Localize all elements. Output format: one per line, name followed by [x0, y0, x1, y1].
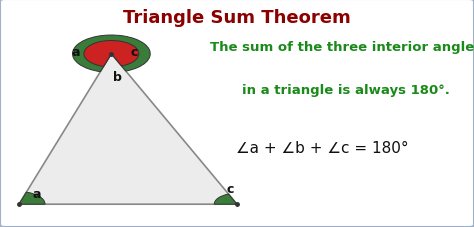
Text: c: c [130, 46, 138, 59]
Text: b: b [113, 71, 121, 84]
Wedge shape [214, 194, 237, 204]
Text: Triangle Sum Theorem: Triangle Sum Theorem [123, 9, 351, 27]
Text: a: a [72, 46, 80, 59]
Text: c: c [226, 182, 234, 195]
Text: The sum of the three interior angles: The sum of the three interior angles [210, 41, 474, 54]
Polygon shape [19, 54, 237, 204]
Text: ∠a + ∠b + ∠c = 180°: ∠a + ∠b + ∠c = 180° [236, 141, 409, 156]
Wedge shape [73, 36, 150, 72]
Text: a: a [33, 188, 41, 201]
Wedge shape [84, 41, 139, 67]
Text: in a triangle is always 180°.: in a triangle is always 180°. [242, 84, 450, 97]
Wedge shape [19, 192, 45, 204]
